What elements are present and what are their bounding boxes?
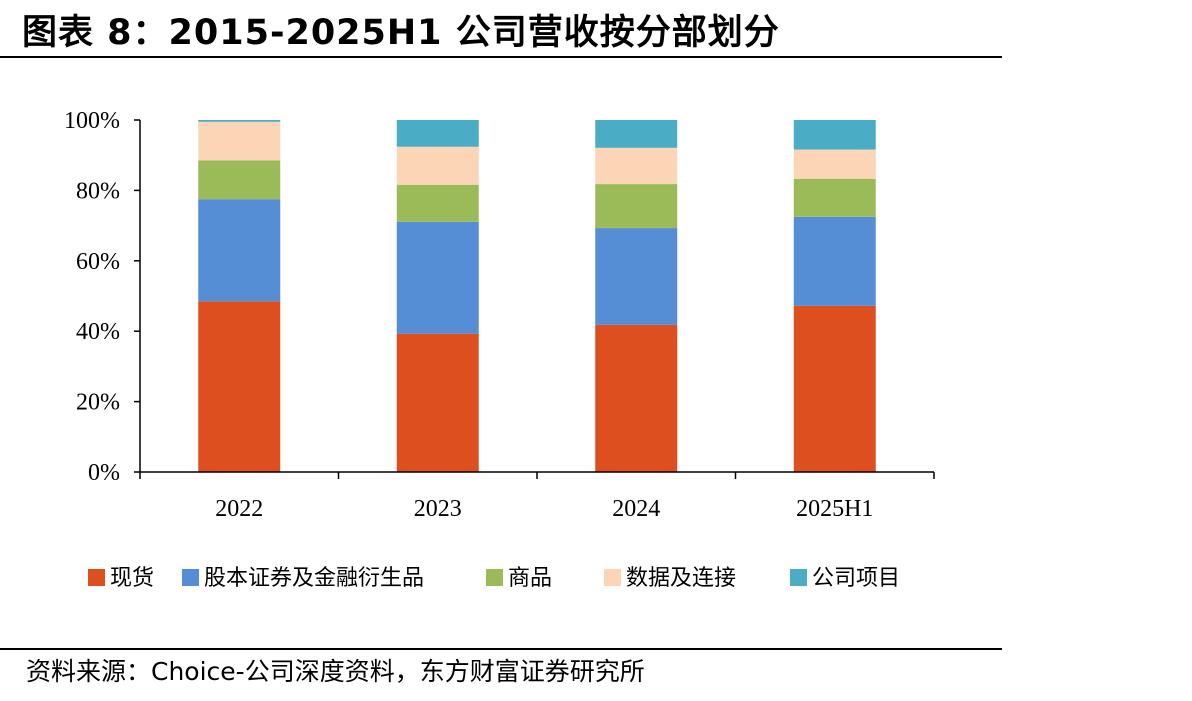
bar-segment-2025H1-4 bbox=[793, 149, 876, 179]
legend-label: 现货 bbox=[110, 566, 154, 591]
bar-segment-2025H1-1 bbox=[793, 305, 876, 472]
y-tick-label: 100% bbox=[64, 108, 120, 134]
legend-label: 股本证券及金融衍生品 bbox=[204, 566, 424, 591]
bar-segment-2024-4 bbox=[595, 147, 678, 185]
x-tick-label: 2022 bbox=[215, 496, 263, 522]
bar-segment-2025H1-3 bbox=[793, 178, 876, 217]
y-tick-label: 0% bbox=[88, 460, 120, 486]
bar-segment-2023-4 bbox=[396, 146, 479, 185]
source-rule bbox=[0, 648, 1002, 650]
legend-label: 数据及连接 bbox=[626, 566, 736, 591]
bar-segment-2025H1-5 bbox=[793, 120, 876, 150]
y-tick-label: 80% bbox=[76, 178, 120, 204]
legend-swatch bbox=[182, 569, 199, 586]
title-underline bbox=[0, 56, 1002, 58]
legend-swatch bbox=[604, 569, 621, 586]
bar-segment-2024-1 bbox=[595, 324, 678, 472]
legend-swatch bbox=[486, 569, 503, 586]
bar-segment-2022-3 bbox=[198, 160, 281, 200]
bar-segment-2022-2 bbox=[198, 199, 281, 302]
stacked-bar-chart: 0% 20% 40% 60% 80% 100% 2022 2023 2024 2025H1 现货 股… bbox=[64, 108, 935, 591]
bar-segment-2022-4 bbox=[198, 121, 281, 161]
bar-segment-2024-5 bbox=[595, 120, 678, 148]
x-tick-label: 2023 bbox=[414, 496, 462, 522]
legend-swatch bbox=[88, 569, 105, 586]
legend-swatch bbox=[790, 569, 807, 586]
y-tick-label: 60% bbox=[76, 249, 120, 275]
bar-segment-2023-5 bbox=[396, 120, 479, 147]
x-tick-label: 2024 bbox=[612, 496, 660, 522]
legend-label: 商品 bbox=[508, 566, 552, 591]
bar-segment-2022-5 bbox=[198, 120, 281, 122]
axes-group: 0% 20% 40% 60% 80% 100% 2022 2023 2024 2025H1 bbox=[64, 108, 935, 522]
source-note: 资料来源：Choice-公司深度资料，东方财富证券研究所 bbox=[26, 657, 645, 686]
bar-segment-2023-1 bbox=[396, 333, 479, 472]
y-tick-label: 40% bbox=[76, 319, 120, 345]
bar-segment-2023-3 bbox=[396, 184, 479, 222]
legend-group: 现货 股本证券及金融衍生品 商品 数据及连接 公司项目 bbox=[88, 566, 900, 591]
chart-title: 图表 8：2015-2025H1 公司营收按分部划分 bbox=[22, 13, 780, 53]
bar-segment-2024-3 bbox=[595, 184, 678, 229]
legend-label: 公司项目 bbox=[812, 566, 900, 591]
bar-segment-2023-2 bbox=[396, 221, 479, 334]
bar-segment-2025H1-2 bbox=[793, 216, 876, 306]
x-tick-label: 2025H1 bbox=[796, 496, 873, 522]
bars-group bbox=[198, 120, 876, 472]
y-tick-label: 20% bbox=[76, 390, 120, 416]
bar-segment-2022-1 bbox=[198, 301, 281, 472]
bar-segment-2024-2 bbox=[595, 228, 678, 325]
